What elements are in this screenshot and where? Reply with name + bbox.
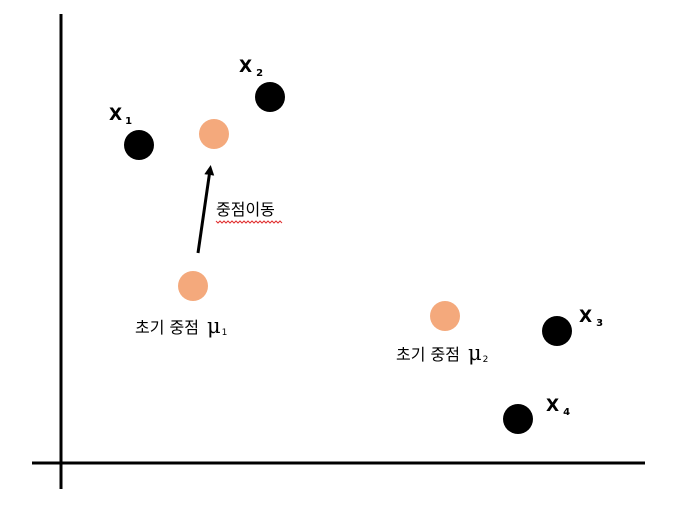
centroid-caption-1: 초기 중점 μ1 [135, 314, 227, 338]
data-point-x4 [503, 404, 533, 434]
data-point-x1 [124, 130, 154, 160]
data-point-x3 [542, 316, 572, 346]
centroid-moved [199, 119, 229, 149]
spellcheck-underline [215, 220, 283, 224]
centroid-caption-2: 초기 중점 μ2 [396, 341, 488, 365]
centroid-initial-2 [430, 301, 460, 331]
centroid-initial-1 [178, 271, 208, 301]
centroid-move-arrow [196, 165, 215, 254]
data-point-x2 [255, 82, 285, 112]
centroid-move-label: 중점이동 [216, 200, 275, 219]
